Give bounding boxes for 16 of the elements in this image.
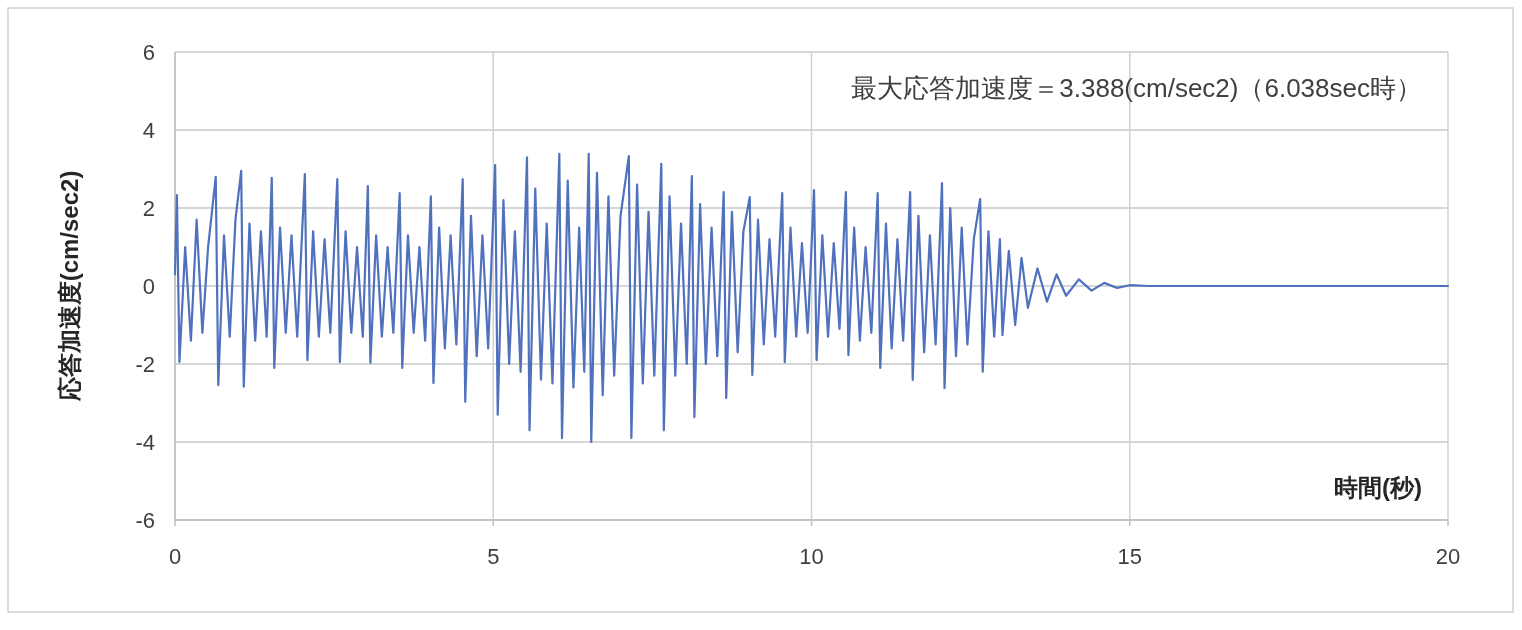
annotation: 最大応答加速度＝3.388(cm/sec2)（6.038sec時）: [851, 73, 1422, 104]
line-series: [173, 152, 1450, 444]
x-tick-label: 0: [168, 543, 182, 569]
x-tick-label: 10: [799, 543, 824, 569]
y-tick-label: 6: [142, 39, 155, 65]
x-tick-label: 20: [1435, 543, 1461, 569]
y-axis-title: 応答加速度(cm/sec2): [56, 170, 83, 403]
y-tick-label: 2: [142, 195, 155, 221]
y-tick-label: -2: [135, 351, 155, 377]
y-tick-label: -6: [135, 507, 155, 533]
y-tick-label: 0: [142, 273, 155, 299]
y-tick-label: 4: [142, 117, 155, 143]
x-axis-title: 時間(秒): [1334, 474, 1422, 502]
y-tick-label: -4: [135, 429, 155, 455]
x-tick-label: 5: [487, 543, 500, 569]
x-tick-label: 15: [1117, 543, 1142, 569]
